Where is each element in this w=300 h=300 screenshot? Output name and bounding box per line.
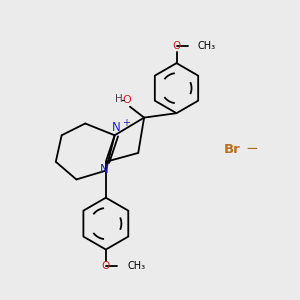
- Text: +: +: [122, 118, 130, 128]
- Text: CH₃: CH₃: [127, 261, 145, 271]
- Text: O: O: [122, 95, 131, 105]
- Text: O: O: [172, 41, 181, 51]
- Text: −: −: [245, 141, 258, 156]
- Text: CH₃: CH₃: [198, 41, 216, 51]
- Text: H: H: [115, 94, 123, 104]
- Text: N: N: [112, 121, 121, 134]
- Text: N: N: [100, 163, 109, 176]
- Text: Br: Br: [224, 143, 241, 157]
- Text: O: O: [102, 261, 110, 271]
